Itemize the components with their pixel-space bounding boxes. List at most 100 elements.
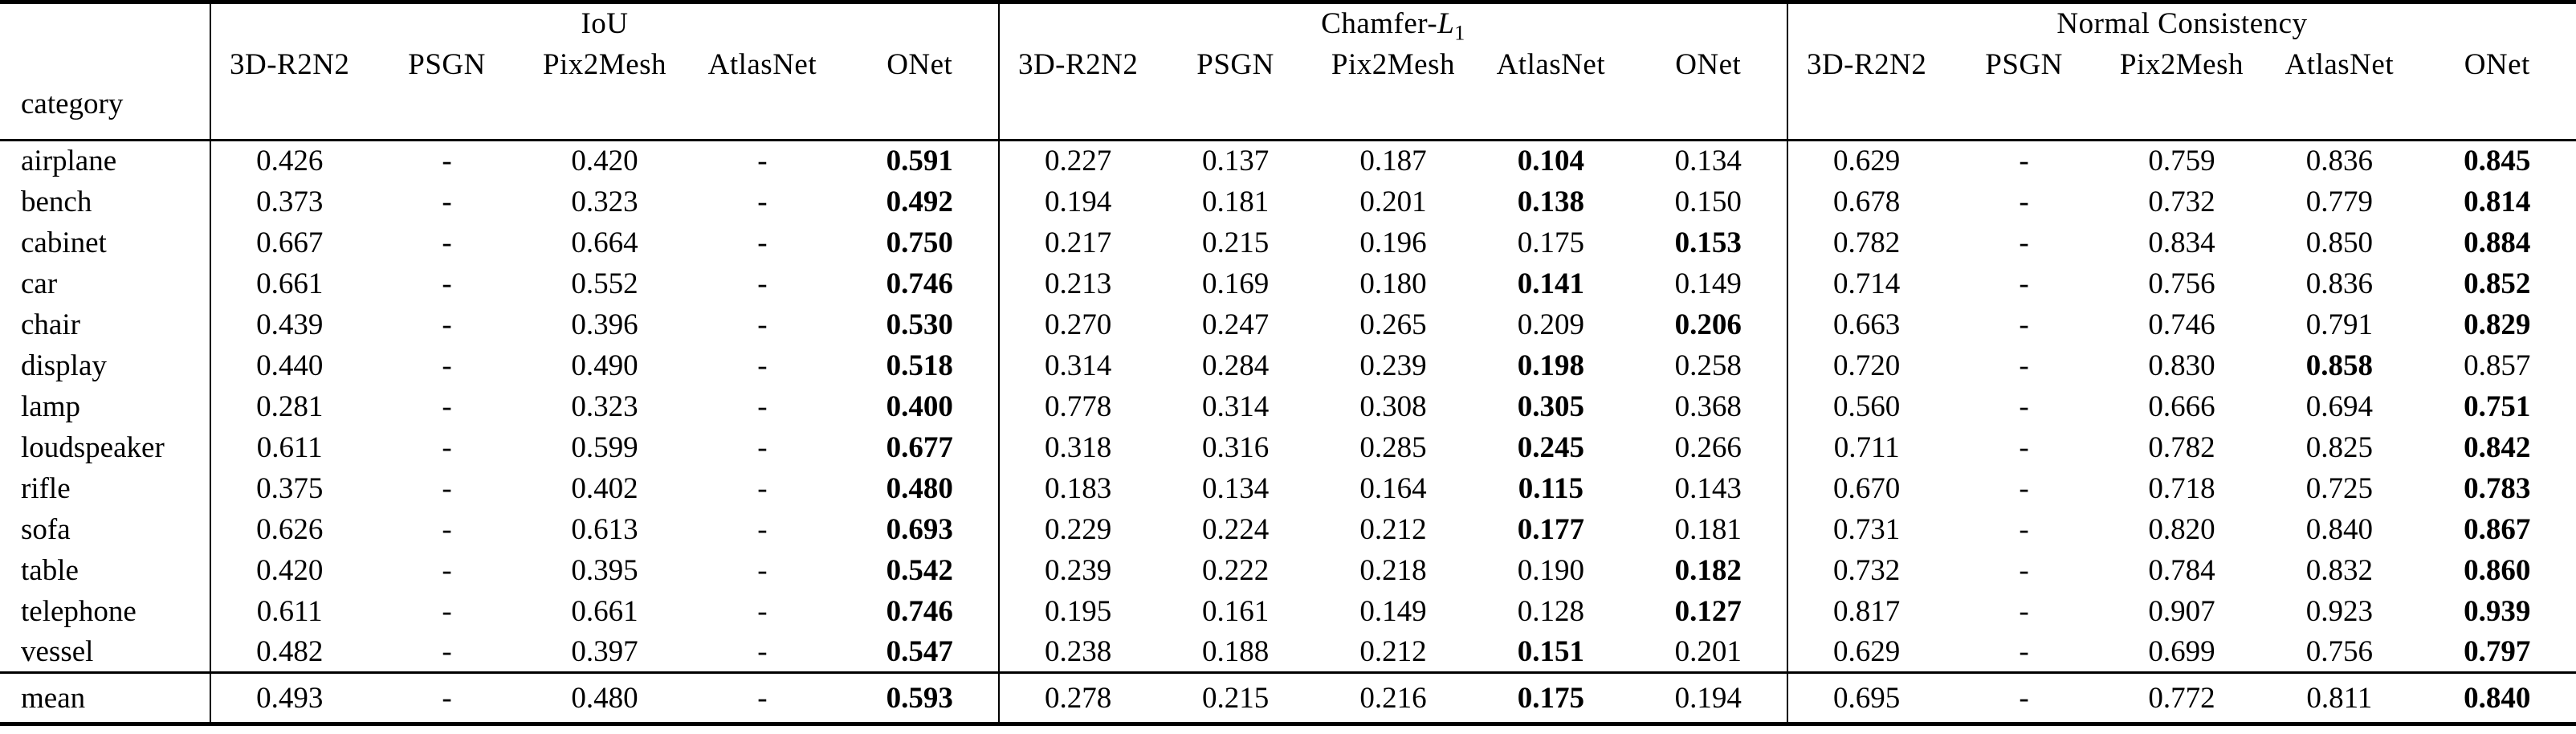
method-header-row: 3D-R2N2 PSGN Pix2Mesh AtlasNet ONet 3D-R2N2 PS… [0, 43, 2576, 141]
value-cell: - [2019, 471, 2029, 505]
category-cell: bench [21, 185, 92, 218]
value-cell: 0.224 [1201, 512, 1270, 546]
value-cell: 0.222 [1201, 553, 1270, 587]
value-cell: 0.695 [1786, 672, 1946, 724]
value-cell: 0.779 [2305, 185, 2373, 218]
value-cell: 0.611 [209, 590, 369, 632]
method-column-header: AtlasNet [1496, 47, 1606, 81]
value-cell: 0.229 [997, 508, 1157, 550]
value-cell: 0.183 [997, 467, 1157, 509]
method-column-header: 3D-R2N2 [1786, 43, 1946, 141]
value-cell: 0.190 [1517, 553, 1584, 587]
method-column-header: PSGN [408, 47, 486, 81]
value-cell: - [2019, 512, 2029, 546]
value-cell: 0.784 [2148, 553, 2215, 587]
value-cell: - [2019, 430, 2029, 464]
value-cell: 0.867 [2464, 512, 2531, 546]
value-cell: 0.213 [997, 263, 1157, 304]
value-cell: 0.373 [209, 181, 369, 222]
value-cell: - [2019, 389, 2029, 423]
value-cell: 0.323 [571, 185, 638, 218]
value-cell: 0.530 [886, 308, 953, 341]
value-cell: 0.907 [2148, 594, 2215, 628]
value-cell: - [442, 594, 452, 628]
value-cell: 0.169 [1201, 267, 1270, 300]
category-cell: car [21, 267, 58, 300]
value-cell: 0.732 [1786, 549, 1946, 591]
value-cell: 0.181 [1201, 185, 1270, 218]
value-cell: 0.368 [1674, 389, 1742, 423]
value-cell: 0.756 [2305, 634, 2373, 668]
value-cell: 0.402 [571, 471, 638, 505]
value-cell: - [442, 553, 452, 587]
chamfer-label-subscript: 1 [1454, 21, 1465, 44]
value-cell: 0.845 [2464, 145, 2531, 178]
value-cell: 0.212 [1359, 512, 1427, 546]
value-cell: 0.560 [1786, 385, 1946, 427]
value-cell: - [2019, 267, 2029, 300]
value-cell: - [757, 553, 768, 587]
category-cell: telephone [21, 594, 137, 628]
value-cell: 0.664 [571, 226, 638, 259]
value-cell: 0.711 [1786, 426, 1946, 468]
value-cell: 0.153 [1674, 226, 1742, 259]
value-cell: 0.678 [1786, 181, 1946, 222]
value-cell: 0.759 [2148, 145, 2215, 178]
value-cell: 0.104 [1517, 145, 1584, 178]
table-row: rifle 0.375 - 0.402 - 0.480 0.183 0.134 0.164 0.1… [0, 467, 2576, 509]
value-cell: 0.141 [1517, 267, 1584, 300]
value-cell: 0.188 [1201, 634, 1270, 668]
value-cell: 0.782 [1786, 222, 1946, 263]
value-cell: 0.750 [886, 226, 953, 259]
value-cell: 0.281 [209, 385, 369, 427]
value-cell: 0.490 [571, 349, 638, 382]
method-column-header: ONet [2464, 47, 2530, 81]
value-cell: 0.677 [886, 430, 953, 464]
value-cell: 0.284 [1201, 349, 1270, 382]
value-cell: 0.316 [1201, 430, 1270, 464]
table-row: cabinet 0.667 - 0.664 - 0.750 0.217 0.215 0.196 0… [0, 222, 2576, 263]
value-cell: 0.187 [1359, 145, 1427, 178]
value-cell: 0.151 [1517, 634, 1584, 668]
value-cell: 0.161 [1201, 594, 1270, 628]
value-cell: 0.480 [571, 681, 638, 715]
value-cell: - [442, 267, 452, 300]
value-cell: 0.731 [1786, 508, 1946, 550]
value-cell: 0.440 [209, 345, 369, 386]
method-column-header: ONet [887, 47, 953, 81]
value-cell: 0.923 [2305, 594, 2373, 628]
value-cell: 0.791 [2305, 308, 2373, 341]
method-column-header: AtlasNet [2285, 47, 2395, 81]
table-row: lamp 0.281 - 0.323 - 0.400 0.778 0.314 0.308 0.30… [0, 385, 2576, 427]
value-cell: - [757, 594, 768, 628]
table-footer: mean 0.493 - 0.480 - 0.593 0.278 0.215 0.216 0.17… [0, 672, 2576, 724]
value-cell: 0.400 [886, 389, 953, 423]
value-cell: 0.196 [1359, 226, 1427, 259]
value-cell: 0.480 [886, 471, 953, 505]
value-cell: 0.137 [1201, 145, 1270, 178]
value-cell: - [757, 681, 768, 715]
value-cell: - [2019, 553, 2029, 587]
metric-group-header-row: category IoU Chamfer-L1 Normal Consisten… [0, 2, 2576, 120]
category-cell: chair [21, 308, 80, 341]
value-cell: 0.227 [997, 140, 1157, 181]
value-cell: 0.591 [886, 145, 953, 178]
category-cell: cabinet [21, 226, 107, 259]
value-cell: 0.939 [2464, 594, 2531, 628]
category-cell: airplane [21, 145, 117, 178]
value-cell: 0.834 [2148, 226, 2215, 259]
value-cell: 0.420 [209, 549, 369, 591]
value-cell: - [442, 430, 452, 464]
value-cell: 0.817 [1786, 590, 1946, 632]
value-cell: 0.732 [2148, 185, 2215, 218]
value-cell: - [757, 145, 768, 178]
value-cell: - [442, 681, 452, 715]
table-row: telephone 0.611 - 0.661 - 0.746 0.195 0.161 0.14… [0, 590, 2576, 632]
value-cell: 0.175 [1517, 681, 1584, 715]
value-cell: 0.181 [1674, 512, 1742, 546]
value-cell: 0.552 [571, 267, 638, 300]
table-row: bench 0.373 - 0.323 - 0.492 0.194 0.181 0.201 0.1… [0, 181, 2576, 222]
table-body: airplane 0.426 - 0.420 - 0.591 0.227 0.137 0.187… [0, 140, 2576, 673]
value-cell: 0.825 [2305, 430, 2373, 464]
